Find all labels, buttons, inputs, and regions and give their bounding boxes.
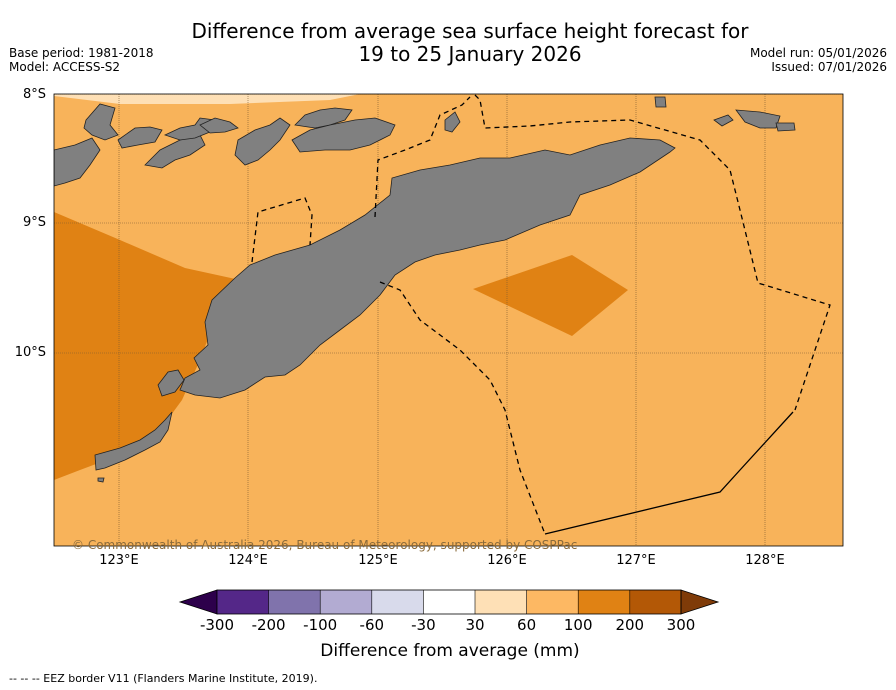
- colorbar-label: Difference from average (mm): [320, 641, 580, 661]
- adonara-island: [83, 103, 119, 141]
- solor-island: [117, 126, 163, 149]
- colorbar-tick: 60: [517, 616, 537, 634]
- lon-label-127e: 127°E: [616, 553, 656, 568]
- colorbar-tick: 300: [666, 616, 696, 634]
- land: [54, 96, 796, 483]
- eez-legend-note: -- -- -- EEZ border V11 (Flanders Marine…: [9, 672, 318, 685]
- eez-border-solid: [544, 411, 794, 535]
- ocean-100-200-west: [54, 212, 240, 480]
- colorbar-bin-4: [371, 590, 424, 614]
- map-area: [54, 94, 843, 546]
- colorbar-tick: -200: [251, 616, 286, 634]
- colorbar-bin-5: [423, 590, 475, 614]
- leti-island: [713, 114, 734, 127]
- base-period: Base period: 1981-2018: [9, 46, 154, 60]
- lat-label-10s: 10°S: [14, 345, 46, 360]
- eez-border-timor-south: [379, 281, 546, 535]
- lon-label-123e: 123°E: [99, 553, 139, 568]
- timor-island: [179, 137, 676, 399]
- title-line-1: Difference from average sea surface heig…: [191, 19, 749, 43]
- rote-island: [94, 411, 173, 471]
- model-run: Model run: 05/01/2026: [749, 46, 887, 60]
- colorbar-over-arrow: [680, 589, 720, 615]
- lon-label-128e: 128°E: [745, 553, 785, 568]
- colorbar-bin-6: [475, 590, 527, 614]
- lakor-island: [775, 122, 796, 132]
- colorbar-tick: -30: [411, 616, 436, 634]
- colorbar-bin-9: [629, 590, 681, 614]
- alor-island: [199, 117, 239, 134]
- semau-island: [157, 369, 185, 397]
- colorbar-tick: -100: [303, 616, 338, 634]
- moa-island: [735, 109, 781, 129]
- colorbar-tick: 100: [563, 616, 593, 634]
- colorbar-dividers: [268, 590, 631, 614]
- lat-label-9s: 9°S: [22, 215, 46, 230]
- colorbar-bin-8: [578, 590, 630, 614]
- meta-left: Base period: 1981-2018 Model: ACCESS-S2: [9, 46, 154, 74]
- colorbar-tick: 200: [615, 616, 645, 634]
- lon-label-124e: 124°E: [228, 553, 268, 568]
- lon-label-125e: 125°E: [358, 553, 398, 568]
- eez-border-timor-north: [374, 94, 831, 411]
- eez-border-oecusse: [251, 197, 313, 263]
- meta-right: Model run: 05/01/2026 Issued: 07/01/2026: [750, 46, 887, 74]
- colorbar: [178, 589, 720, 615]
- lembata-island: [144, 134, 206, 169]
- colorbar-frame: [216, 589, 682, 615]
- colorbar-bin-3: [320, 590, 372, 614]
- wetar-island: [291, 117, 396, 153]
- colorbar-bin-2: [268, 590, 321, 614]
- colorbar-bin-1: [217, 590, 269, 614]
- colorbar-tick: -300: [199, 616, 235, 634]
- wetar-west-island: [294, 107, 353, 129]
- colorbar-under-arrow: [178, 589, 218, 615]
- eez-borders: [251, 94, 831, 535]
- lon-label-126e: 126°E: [487, 553, 527, 568]
- colorbar-bin-7: [526, 590, 579, 614]
- copyright-notice: © Commonwealth of Australia 2026, Bureau…: [72, 538, 578, 552]
- colorbar-tick: -60: [359, 616, 385, 634]
- model-name: Model: ACCESS-S2: [9, 60, 121, 74]
- issued-date: Issued: 07/01/2026: [771, 60, 887, 74]
- atauro-island: [444, 111, 461, 133]
- colorbar-tick: 30: [465, 616, 485, 634]
- kisar-island: [654, 96, 667, 108]
- lat-label-8s: 8°S: [22, 87, 46, 102]
- map-frame: [53, 93, 844, 547]
- ocean-100-200-diamond: [473, 255, 628, 336]
- ndao-island: [97, 477, 105, 483]
- ocean-30-60: [54, 94, 360, 104]
- chart-title: Difference from average sea surface heig…: [140, 20, 800, 66]
- flores-island: [54, 137, 101, 187]
- alor-main-island: [234, 117, 291, 166]
- eez-border-solid-south: [544, 411, 794, 535]
- title-line-2: 19 to 25 January 2026: [358, 42, 582, 66]
